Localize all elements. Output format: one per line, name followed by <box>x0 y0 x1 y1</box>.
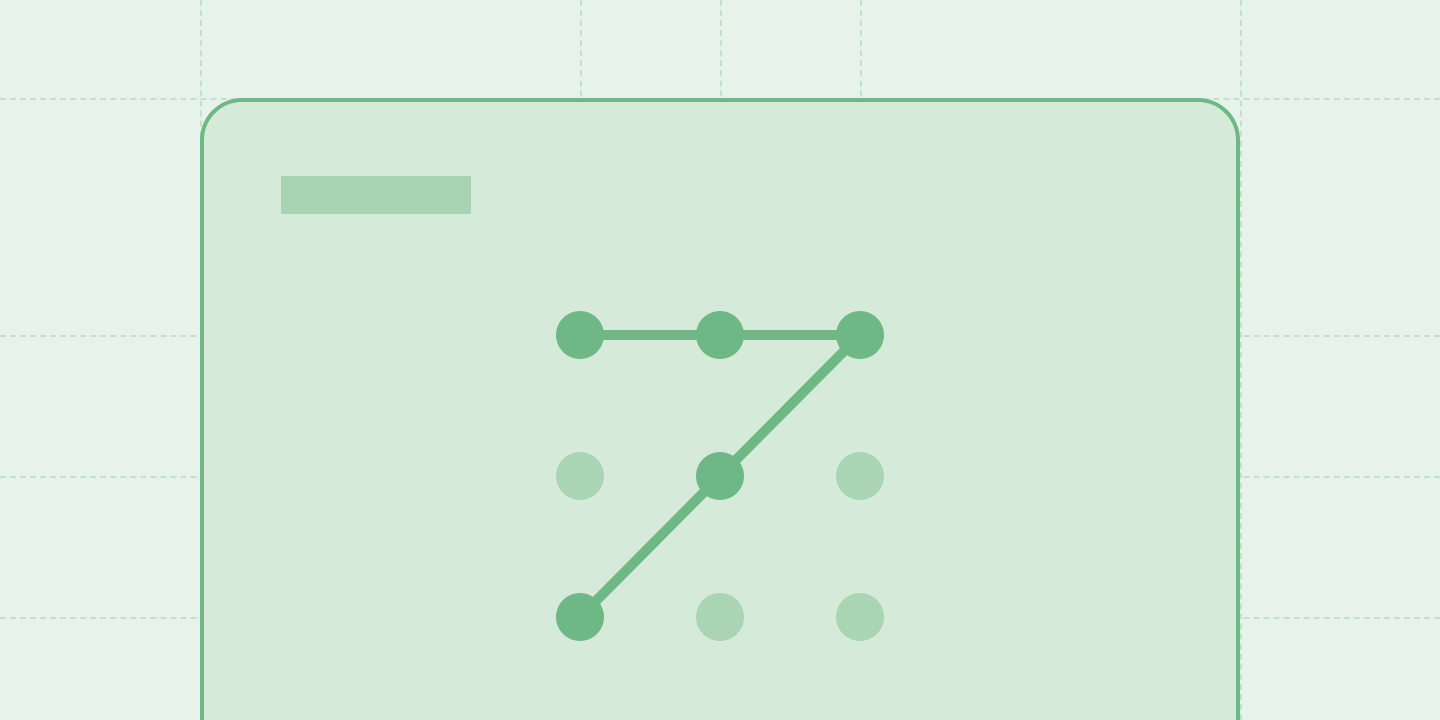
pattern-dot-4[interactable] <box>556 452 604 500</box>
pattern-unlock-card <box>200 98 1240 720</box>
pattern-path-segment-3-5 <box>716 331 864 480</box>
pattern-dot-8[interactable] <box>696 593 744 641</box>
pattern-dot-9[interactable] <box>836 593 884 641</box>
pattern-path-segment-5-7 <box>576 472 724 621</box>
pattern-dot-2[interactable] <box>696 311 744 359</box>
pattern-dot-5[interactable] <box>696 452 744 500</box>
guide-line-vertical-4 <box>1240 0 1242 720</box>
pattern-dot-1[interactable] <box>556 311 604 359</box>
pattern-lock-grid[interactable] <box>556 311 884 641</box>
pattern-dot-3[interactable] <box>836 311 884 359</box>
pattern-dot-6[interactable] <box>836 452 884 500</box>
title-skeleton-placeholder <box>281 176 471 214</box>
pattern-dot-7[interactable] <box>556 593 604 641</box>
